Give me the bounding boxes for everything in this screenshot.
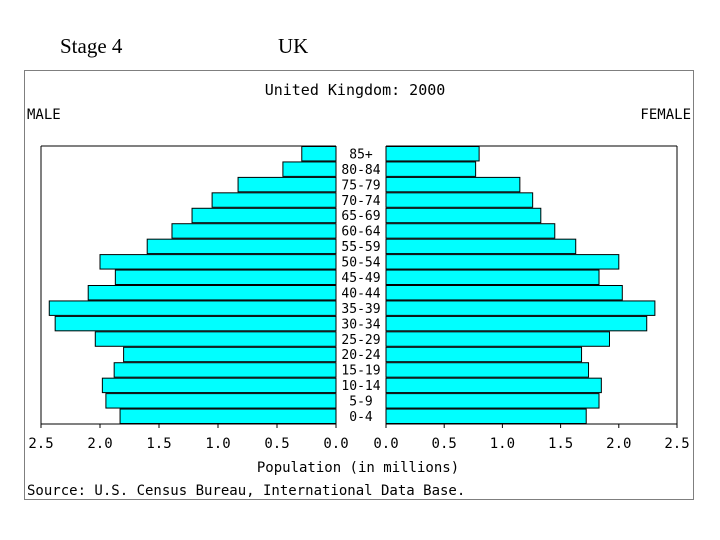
female-bar-40-44 <box>385 285 623 301</box>
age-label-80-84: 80-84 <box>341 163 380 178</box>
x-axis-label: Population (in millions) <box>257 460 459 476</box>
tick-label: 1.0 <box>205 436 230 452</box>
female-label: FEMALE <box>640 107 691 123</box>
tick-label: 1.5 <box>146 436 171 452</box>
male-bar-85+ <box>301 146 337 162</box>
female-bar-10-14 <box>385 377 602 394</box>
age-label-60-64: 60-64 <box>341 225 380 240</box>
chart-frame: United Kingdom: 2000 MALE FEMALE 85+ 80-8… <box>24 70 694 500</box>
tick-label: 2.5 <box>664 436 689 452</box>
female-bar-35-39 <box>385 300 656 316</box>
tick-label: 0.5 <box>264 436 289 452</box>
female-bar-45-49 <box>385 269 600 286</box>
age-labels: 85+80-8475-7970-7465-6960-6455-5950-5445… <box>341 147 380 425</box>
age-label-55-59: 55-59 <box>341 240 380 255</box>
age-label-50-54: 50-54 <box>341 256 380 271</box>
population-pyramid-chart: United Kingdom: 2000 MALE FEMALE 85+80-8… <box>27 81 691 499</box>
male-bar-0-4 <box>119 408 337 424</box>
female-bar-5-9 <box>385 393 600 409</box>
country-title: UK <box>278 34 309 58</box>
male-bar-15-19 <box>113 362 337 378</box>
tick-label: 1.0 <box>490 436 515 452</box>
age-label-25-29: 25-29 <box>341 333 380 348</box>
male-bar-20-24 <box>123 346 337 363</box>
age-label-65-69: 65-69 <box>341 209 380 224</box>
female-bar-65-69 <box>385 207 542 224</box>
female-bar-50-54 <box>385 254 620 270</box>
male-bar-10-14 <box>101 377 337 394</box>
tick-label: 2.0 <box>87 436 112 452</box>
age-label-0-4: 0-4 <box>349 410 373 425</box>
age-label-5-9: 5-9 <box>349 395 372 410</box>
male-bar-40-44 <box>87 285 337 301</box>
male-bar-65-69 <box>191 207 337 224</box>
female-bar-15-19 <box>385 362 590 378</box>
male-bars <box>48 146 337 424</box>
age-label-85+: 85+ <box>349 147 373 162</box>
tick-label: 2.0 <box>606 436 631 452</box>
male-bar-70-74 <box>211 192 337 208</box>
age-label-70-74: 70-74 <box>341 194 380 209</box>
female-bar-30-34 <box>385 315 648 332</box>
chart-title: United Kingdom: 2000 <box>265 81 446 99</box>
male-bar-30-34 <box>54 315 337 332</box>
male-bar-60-64 <box>171 223 337 239</box>
age-label-20-24: 20-24 <box>341 348 380 363</box>
tick-label: 0.0 <box>323 436 348 452</box>
tick-label: 0.5 <box>432 436 457 452</box>
female-bar-75-79 <box>385 176 521 193</box>
female-bar-60-64 <box>385 223 556 239</box>
age-label-40-44: 40-44 <box>341 286 380 301</box>
age-label-10-14: 10-14 <box>341 379 380 394</box>
male-bar-25-29 <box>94 331 337 347</box>
age-label-75-79: 75-79 <box>341 178 380 193</box>
male-label: MALE <box>27 107 61 123</box>
tick-label: 1.5 <box>548 436 573 452</box>
male-bar-75-79 <box>237 176 337 193</box>
female-bar-70-74 <box>385 192 534 208</box>
tick-label: 0.0 <box>373 436 398 452</box>
female-bar-25-29 <box>385 331 610 347</box>
tick-labels: 2.5 2.0 1.5 1.0 0.5 0.0 0.0 0.5 1.0 1.5 2.0 2.5 <box>28 436 689 452</box>
female-bar-80-84 <box>385 161 477 177</box>
axes <box>40 145 678 428</box>
tick-label: 2.5 <box>28 436 53 452</box>
stage-title: Stage 4 <box>60 34 123 58</box>
source-note: Source: U.S. Census Bureau, Internationa… <box>27 483 465 499</box>
male-bar-45-49 <box>114 269 337 286</box>
age-label-30-34: 30-34 <box>341 317 380 332</box>
male-bar-80-84 <box>282 161 337 177</box>
male-bar-35-39 <box>48 300 337 316</box>
age-label-15-19: 15-19 <box>341 364 380 379</box>
male-bar-55-59 <box>146 238 337 255</box>
female-bars <box>385 146 656 424</box>
age-label-35-39: 35-39 <box>341 302 380 317</box>
female-bar-20-24 <box>385 346 583 363</box>
female-bar-55-59 <box>385 238 577 255</box>
male-bar-5-9 <box>105 393 337 409</box>
female-bar-85+ <box>385 146 480 162</box>
male-bar-50-54 <box>99 254 337 270</box>
age-label-45-49: 45-49 <box>341 271 380 286</box>
female-bar-0-4 <box>385 408 587 424</box>
